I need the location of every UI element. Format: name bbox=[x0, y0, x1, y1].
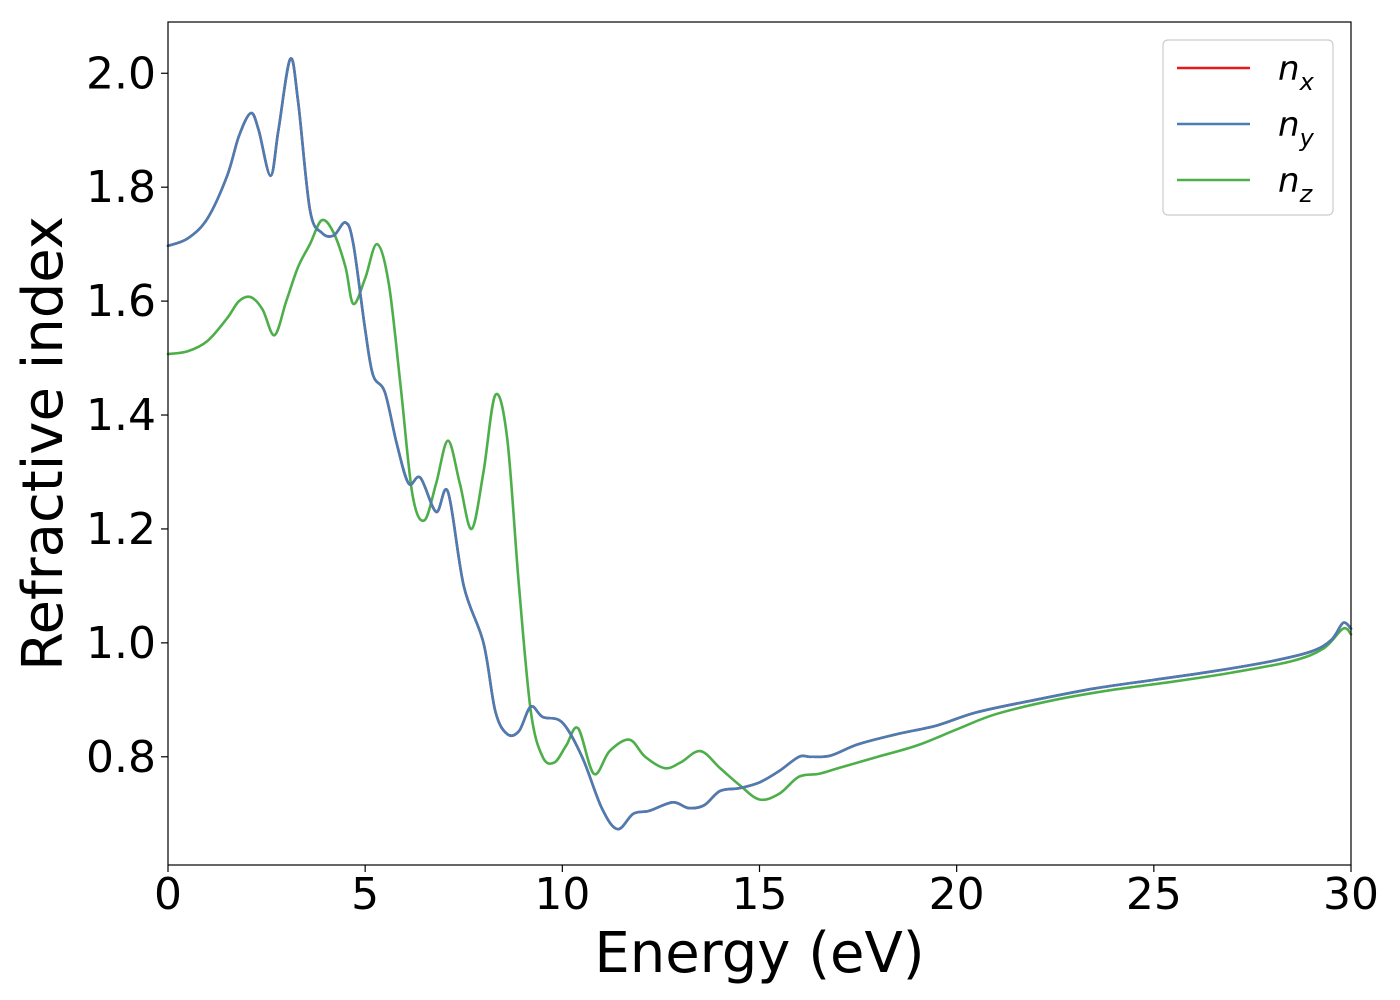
legend-box bbox=[1162, 39, 1334, 216]
series-layer bbox=[166, 57, 1353, 831]
y-axis-ticks: 0.8 1.0 1.2 1.4 1.6 1.8 2.0 bbox=[86, 48, 168, 783]
legend-label-subscript: z bbox=[1299, 180, 1314, 208]
series-line-z bbox=[166, 218, 1353, 802]
legend-label-y: ny bbox=[1278, 105, 1315, 152]
y-tick-label: 0.8 bbox=[86, 732, 156, 783]
y-axis-label: Refractive index bbox=[11, 216, 76, 671]
y-tick-label: 1.6 bbox=[86, 276, 156, 327]
x-tick-label: 30 bbox=[1323, 869, 1379, 920]
y-tick-label: 1.2 bbox=[86, 504, 156, 555]
legend-label-x: nx bbox=[1278, 49, 1315, 96]
x-tick-label: 25 bbox=[1126, 869, 1182, 920]
x-tick-label: 0 bbox=[154, 869, 182, 920]
y-tick-label: 1.4 bbox=[86, 390, 156, 441]
y-tick-label: 2.0 bbox=[86, 48, 156, 99]
x-tick-label: 5 bbox=[351, 869, 379, 920]
legend-label-base: n bbox=[1278, 49, 1300, 89]
x-tick-label: 15 bbox=[732, 869, 788, 920]
x-tick-label: 10 bbox=[534, 869, 590, 920]
legend-label-subscript: x bbox=[1299, 68, 1315, 96]
series-line-y bbox=[166, 57, 1353, 831]
y-tick-label: 1.8 bbox=[86, 162, 156, 213]
legend-label-subscript: y bbox=[1299, 124, 1315, 152]
x-axis-ticks: 0 5 10 15 20 25 30 bbox=[154, 865, 1379, 920]
legend-label-base: n bbox=[1278, 161, 1300, 201]
y-tick-label: 1.0 bbox=[86, 618, 156, 669]
x-axis-label: Energy (eV) bbox=[594, 921, 924, 986]
legend-label-base: n bbox=[1278, 105, 1300, 145]
x-tick-label: 20 bbox=[929, 869, 985, 920]
legend-label-z: nz bbox=[1278, 161, 1314, 208]
